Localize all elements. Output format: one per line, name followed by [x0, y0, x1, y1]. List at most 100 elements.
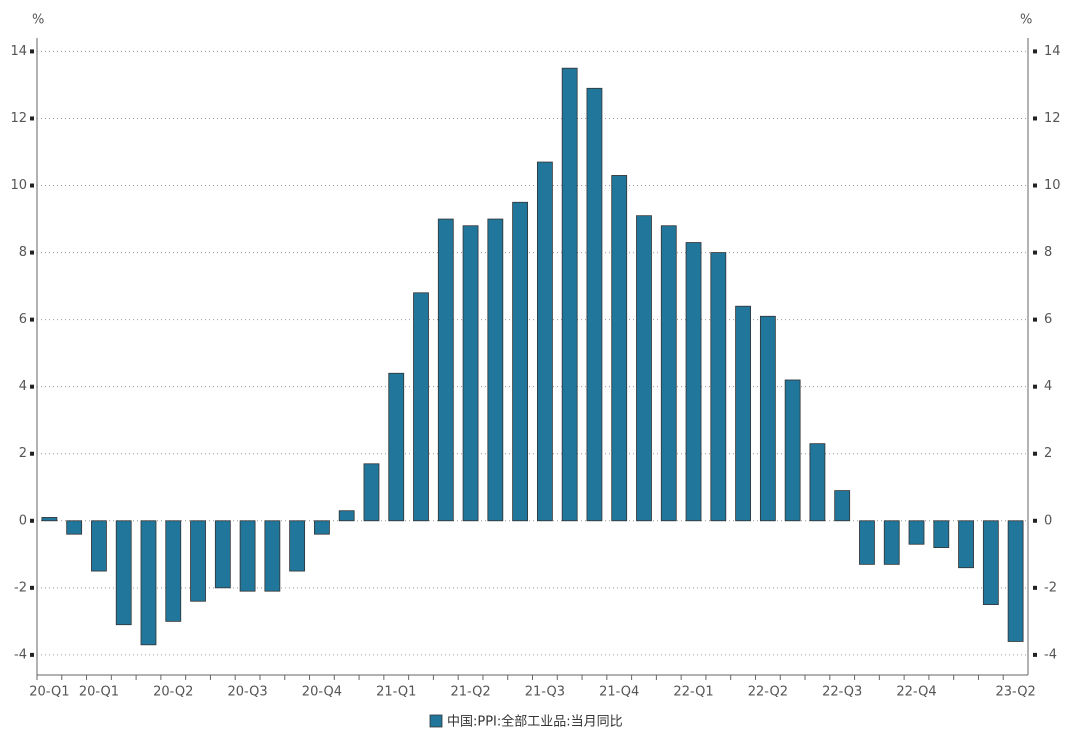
y-tick-mark [30, 585, 34, 590]
y-tick-mark [30, 183, 34, 188]
bar [190, 520, 206, 602]
y2-tick-mark [1033, 183, 1037, 188]
y-tick-mark [30, 49, 34, 54]
bar [958, 520, 974, 569]
bar [784, 379, 801, 522]
y-tick-mark [30, 518, 34, 523]
x-tick-label: 20-Q3 [227, 685, 267, 700]
bar [363, 463, 380, 522]
y-tick-mark [30, 451, 34, 456]
x-tick-label: 22-Q2 [748, 685, 788, 700]
bar [1007, 520, 1024, 642]
bar [735, 305, 751, 522]
bar [41, 517, 58, 522]
y2-tick-mark [1033, 49, 1037, 54]
y2-tick-label: -2 [1044, 580, 1057, 595]
x-tick-label: 21-Q4 [599, 685, 639, 700]
y2-tick-mark [1033, 518, 1037, 523]
bar [859, 520, 875, 565]
bar [636, 215, 652, 522]
bar [239, 520, 256, 592]
y-tick-mark [30, 317, 34, 322]
y2-tick-mark [1033, 317, 1037, 322]
bar [487, 218, 504, 522]
y2-tick-label: 6 [1044, 312, 1052, 327]
bar [214, 520, 231, 589]
x-tick-label: 20-Q1 [29, 685, 69, 700]
y2-tick-mark [1033, 585, 1037, 590]
x-tick-label: 20-Q1 [79, 685, 119, 700]
y2-tick-mark [1033, 652, 1037, 657]
y2-tick-label: 0 [1044, 513, 1052, 528]
x-tick-label: 22-Q1 [673, 685, 713, 700]
x-tick-label: 21-Q1 [376, 685, 416, 700]
y-tick-label: -4 [14, 647, 27, 662]
bar [413, 292, 429, 522]
y2-unit: % [1020, 13, 1032, 28]
bar [611, 175, 628, 522]
y-tick-label: 14 [10, 44, 27, 59]
y2-tick-label: 10 [1044, 178, 1061, 193]
bar [338, 510, 355, 522]
y-tick-label: 6 [19, 312, 27, 327]
y2-tick-label: -4 [1044, 647, 1057, 662]
x-tick-label: 21-Q2 [450, 685, 490, 700]
x-tick-label: 23-Q2 [996, 685, 1036, 700]
bar [809, 443, 826, 522]
y-tick-label: 8 [19, 245, 27, 260]
bar [289, 520, 306, 572]
x-tick-label: 20-Q4 [302, 685, 342, 700]
y-tick-label: 0 [19, 513, 27, 528]
y2-tick-mark [1033, 116, 1037, 121]
bar [512, 201, 529, 522]
bar [982, 520, 999, 605]
bar [66, 520, 83, 535]
y-tick-label: 10 [10, 178, 27, 193]
legend-swatch [429, 714, 443, 728]
bar [710, 252, 727, 522]
bar [462, 225, 479, 522]
y2-tick-mark [1033, 451, 1037, 456]
bar [685, 242, 702, 522]
x-tick-label: 22-Q3 [822, 685, 862, 700]
y2-tick-mark [1033, 384, 1037, 389]
x-tick-label: 20-Q2 [153, 685, 193, 700]
x-tick-label: 22-Q4 [896, 685, 936, 700]
y-tick-label: 12 [10, 111, 27, 126]
y-tick-label: 2 [19, 446, 27, 461]
bar [91, 520, 107, 572]
bar [115, 520, 132, 626]
x-tick-label: 21-Q3 [525, 685, 565, 700]
y-tick-mark [30, 384, 34, 389]
bar [883, 520, 900, 565]
bar [933, 520, 950, 548]
y2-tick-label: 8 [1044, 245, 1052, 260]
bar [388, 372, 405, 522]
y-tick-mark [30, 652, 34, 657]
y2-tick-label: 14 [1044, 44, 1061, 59]
bar [314, 520, 330, 535]
bar [908, 520, 925, 545]
bar [834, 490, 851, 522]
y2-tick-mark [1033, 250, 1037, 255]
y-tick-mark [30, 250, 34, 255]
y2-tick-label: 12 [1044, 111, 1061, 126]
bar [759, 315, 776, 522]
bar [140, 520, 157, 646]
bar [264, 520, 281, 592]
y-tick-label: -2 [14, 580, 27, 595]
bar [536, 161, 553, 522]
y2-tick-label: 2 [1044, 446, 1052, 461]
bar [437, 218, 454, 522]
bar [561, 67, 578, 522]
y-tick-mark [30, 116, 34, 121]
y-tick-label: 4 [19, 379, 27, 394]
y2-tick-label: 4 [1044, 379, 1052, 394]
y-unit: % [32, 13, 44, 28]
bar [586, 87, 603, 522]
bar [660, 225, 677, 522]
bar [165, 520, 182, 622]
legend-label: 中国:PPI:全部工业品:当月同比 [447, 714, 623, 730]
